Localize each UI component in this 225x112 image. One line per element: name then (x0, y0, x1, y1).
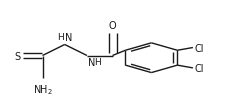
Text: N: N (88, 57, 95, 67)
Text: Cl: Cl (194, 43, 204, 53)
Text: N: N (65, 32, 73, 42)
Text: H: H (57, 33, 64, 42)
Text: NH$_2$: NH$_2$ (33, 82, 52, 96)
Text: S: S (14, 51, 20, 61)
Text: Cl: Cl (194, 63, 204, 73)
Text: H: H (94, 57, 101, 66)
Text: O: O (109, 21, 116, 31)
